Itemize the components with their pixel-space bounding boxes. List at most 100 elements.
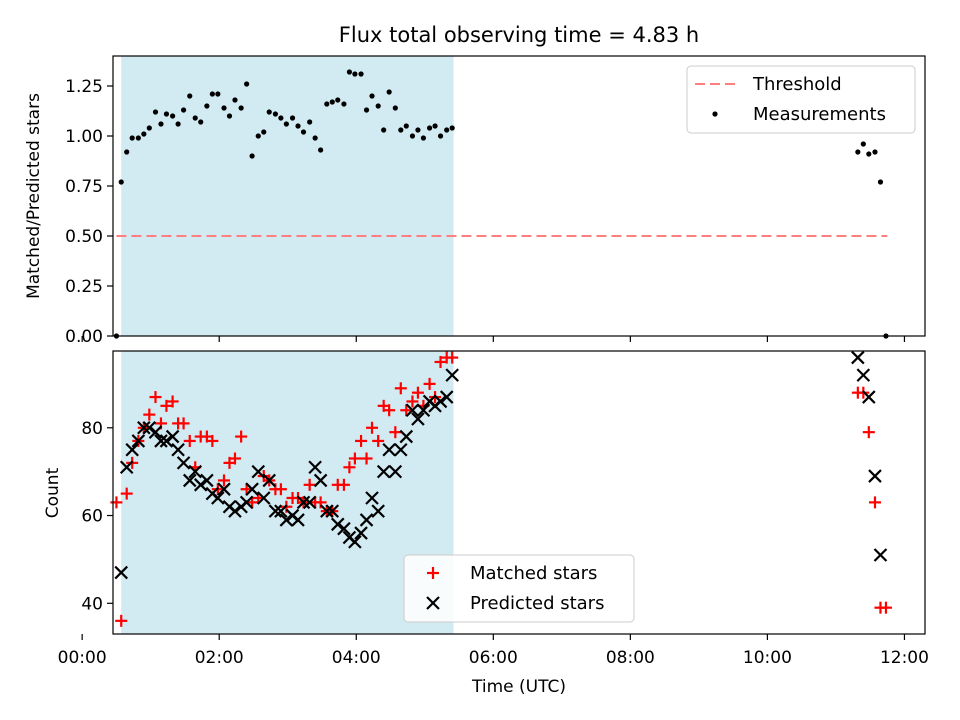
measurement-point xyxy=(877,179,884,185)
predicted-star-marker xyxy=(388,464,403,479)
matched-star-marker xyxy=(360,452,373,465)
legend-threshold-label: Threshold xyxy=(752,74,842,95)
bottom-x-tick-label: 06:00 xyxy=(469,648,518,668)
predicted-star-marker xyxy=(176,456,191,470)
bottom-panel: 40 60 80 00:00 02:00 04:00 06:00 08:00 10:00 12:… xyxy=(43,350,929,697)
matched-star-marker xyxy=(218,474,231,487)
measurement-point xyxy=(420,135,427,141)
predicted-star-marker xyxy=(433,394,448,409)
matched-star-marker xyxy=(120,487,133,500)
predicted-star-marker xyxy=(279,513,294,527)
measurement-point xyxy=(283,121,289,127)
predicted-star-marker xyxy=(148,425,163,439)
matched-star-marker xyxy=(343,461,356,474)
predicted-star-marker xyxy=(188,464,203,479)
bottom-y-tick-label: 40 xyxy=(81,594,103,614)
measurement-point xyxy=(135,135,141,141)
predicted-star-marker xyxy=(445,368,459,382)
matched-star-marker xyxy=(228,452,241,465)
matched-star-marker xyxy=(372,434,385,447)
matched-star-marker xyxy=(337,478,350,491)
predicted-star-marker xyxy=(125,442,139,457)
measurement-point xyxy=(432,123,438,129)
matched-star-marker xyxy=(383,404,396,417)
matched-star-marker xyxy=(879,601,892,614)
matched-star-marker xyxy=(183,434,196,447)
top-shaded-span xyxy=(121,56,454,336)
measurement-point xyxy=(341,101,347,107)
top-y-tick-label: 0.50 xyxy=(65,227,103,247)
measurement-point xyxy=(318,147,324,153)
predicted-star-marker xyxy=(337,521,351,536)
predicted-star-marker xyxy=(193,478,208,492)
matched-star-marker xyxy=(160,399,173,412)
measurement-point xyxy=(352,71,358,77)
bottom-plot-frame xyxy=(112,350,926,635)
bottom-x-tick-label: 02:00 xyxy=(195,648,244,668)
measurement-point xyxy=(403,123,409,129)
predicted-star-marker xyxy=(302,495,317,510)
measurement-point xyxy=(329,99,335,105)
predicted-star-marker xyxy=(211,491,225,505)
bottom-y-tick-label: 60 xyxy=(81,507,103,527)
measurement-point xyxy=(238,105,244,111)
measurement-point xyxy=(358,71,364,77)
matched-star-marker xyxy=(394,382,407,395)
matched-star-marker xyxy=(355,434,368,447)
measurement-point xyxy=(141,131,147,137)
measurement-point xyxy=(221,105,227,111)
matched-star-marker xyxy=(149,391,162,404)
matched-star-marker xyxy=(423,377,436,390)
bottom-y-axis: 40 60 80 xyxy=(81,419,113,614)
measurement-point xyxy=(170,113,176,119)
predicted-star-marker xyxy=(142,421,157,435)
matched-stars-points xyxy=(110,351,892,627)
predicted-star-marker xyxy=(416,403,431,418)
measurement-point xyxy=(398,127,404,133)
matched-star-marker xyxy=(348,452,361,465)
predicted-star-marker xyxy=(245,482,259,496)
measurement-point xyxy=(278,115,284,121)
predicted-star-marker xyxy=(325,504,340,518)
predicted-star-marker xyxy=(371,504,385,518)
measurement-point xyxy=(300,129,307,135)
measurement-points xyxy=(113,69,889,339)
top-y-tick-label: 0.00 xyxy=(65,327,103,347)
top-panel: Flux total observing time = 4.83 h 0.000… xyxy=(24,23,926,347)
legend-measurements-label: Measurements xyxy=(753,104,886,125)
bottom-x-tick-label: 12:00 xyxy=(880,648,929,668)
measurement-point xyxy=(215,91,221,97)
bottom-x-tick-label: 10:00 xyxy=(743,648,792,668)
measurement-point xyxy=(392,105,398,111)
bottom-x-tick-label: 04:00 xyxy=(332,648,381,668)
matched-star-marker xyxy=(411,386,424,399)
measurement-point xyxy=(118,179,124,185)
predicted-star-marker xyxy=(239,495,254,510)
matched-star-marker xyxy=(143,408,156,421)
measurement-point xyxy=(244,81,250,87)
measurement-point xyxy=(255,133,261,139)
top-y-axis: 0.00 0.25 0.50 0.75 1.00 1.25 xyxy=(65,77,113,347)
measurement-point xyxy=(180,107,187,113)
measurement-point xyxy=(295,123,301,129)
top-y-axis-label: Matched/Predicted stars xyxy=(24,93,44,299)
predicted-star-marker xyxy=(308,460,322,475)
predicted-star-marker xyxy=(348,535,362,549)
bottom-y-tick-label: 80 xyxy=(81,419,103,439)
measurement-point xyxy=(335,97,341,103)
measurement-point xyxy=(346,69,353,75)
measurement-point xyxy=(444,127,450,133)
top-legend-box xyxy=(686,65,916,134)
measurement-point xyxy=(204,103,210,109)
measurement-point xyxy=(261,129,267,135)
matched-star-marker xyxy=(400,404,413,417)
predicted-star-marker xyxy=(320,504,334,518)
predicted-star-marker xyxy=(862,390,876,404)
predicted-star-marker xyxy=(171,442,185,457)
matched-star-marker xyxy=(366,421,379,434)
measurement-point xyxy=(124,149,130,155)
measurement-point xyxy=(860,141,866,147)
top-y-tick-label: 1.00 xyxy=(65,127,103,147)
top-y-tick-label: 1.25 xyxy=(65,77,103,97)
measurement-point xyxy=(449,125,455,131)
